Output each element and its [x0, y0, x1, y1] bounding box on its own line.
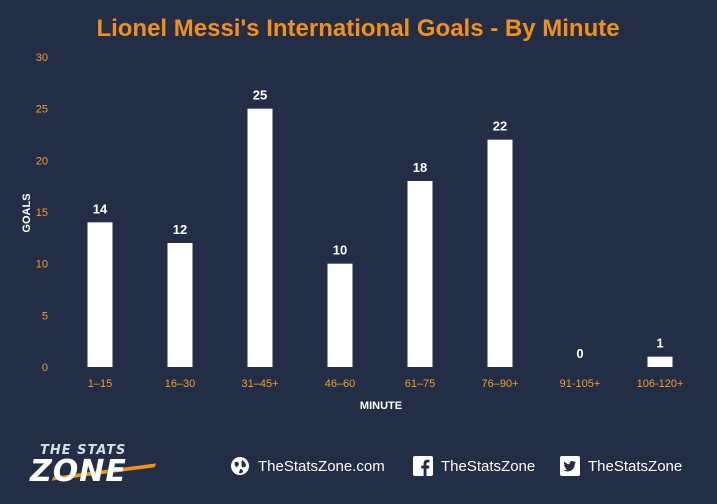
x-tick-label: 61–75 [405, 378, 436, 390]
stats-zone-logo: THE STATS ZONE [28, 440, 158, 492]
bar [327, 263, 353, 367]
y-tick-label: 0 [42, 362, 48, 374]
x-tick-label: 76–90+ [481, 378, 518, 390]
y-tick-label: 25 [36, 104, 48, 116]
y-tick-label: 20 [36, 155, 48, 167]
bar [487, 139, 513, 367]
website-text: TheStatsZone.com [258, 457, 385, 475]
chart-title: Lionel Messi's International Goals - By … [96, 15, 619, 42]
facebook-link[interactable]: TheStatsZone [413, 456, 535, 476]
data-labels: 14 12 25 10 18 22 0 1 [93, 88, 664, 361]
bar [647, 356, 673, 367]
twitter-text: TheStatsZone [588, 457, 683, 475]
bar-value-label: 0 [576, 346, 583, 361]
bar-value-label: 18 [413, 160, 427, 175]
bars [87, 108, 673, 368]
website-link[interactable]: TheStatsZone.com [230, 456, 385, 476]
globe-icon [231, 457, 249, 475]
y-tick-label: 30 [36, 52, 48, 64]
bar-value-label: 10 [333, 243, 347, 258]
x-tick-label: 106-120+ [637, 378, 684, 390]
y-axis-label: GOALS [21, 193, 33, 232]
x-tick-label: 16–30 [165, 378, 196, 390]
x-tick-label: 46–60 [325, 378, 356, 390]
x-tick-label: 1–15 [88, 378, 112, 390]
logo-text-bottom: ZONE [30, 454, 127, 489]
twitter-icon [560, 456, 580, 476]
x-axis-label: MINUTE [360, 400, 402, 412]
bar-value-label: 1 [656, 336, 663, 351]
facebook-text: TheStatsZone [441, 457, 536, 475]
bar [407, 181, 433, 367]
x-tick-label: 31–45+ [241, 378, 278, 390]
logo-text-top: THE STATS [40, 443, 127, 458]
bar-value-label: 12 [173, 222, 187, 237]
y-tick-label: 10 [36, 259, 48, 271]
bar [247, 108, 273, 368]
twitter-link[interactable]: TheStatsZone [560, 456, 682, 476]
bar-chart: Lionel Messi's International Goals - By … [21, 15, 684, 412]
x-axis-ticks: 1–15 16–30 31–45+ 46–60 61–75 76–90+ 91-105+ 10… [88, 378, 684, 390]
y-axis-ticks: 0 5 10 15 20 25 30 [36, 52, 48, 374]
bar [87, 222, 113, 367]
bar-value-label: 14 [93, 201, 108, 216]
footer: THE STATS ZONE TheStatsZone.com TheStats… [0, 430, 717, 504]
x-tick-label: 91-105+ [560, 378, 601, 390]
bar [167, 243, 193, 367]
bar-value-label: 22 [493, 119, 507, 134]
bar-value-label: 25 [253, 88, 267, 103]
y-tick-label: 5 [42, 310, 48, 322]
y-tick-label: 15 [36, 207, 48, 219]
facebook-icon [413, 456, 433, 476]
